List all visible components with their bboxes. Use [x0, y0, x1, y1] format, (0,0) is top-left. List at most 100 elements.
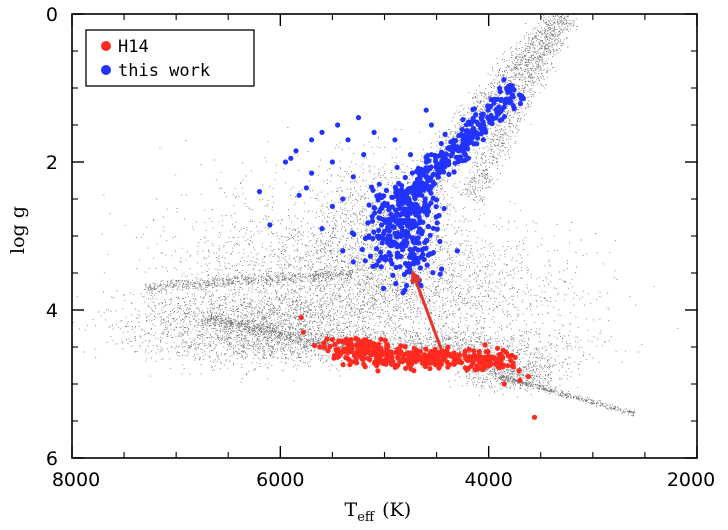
- data-point: [393, 281, 399, 287]
- data-point: [397, 264, 403, 270]
- data-point: [422, 199, 428, 205]
- data-point: [395, 230, 401, 236]
- data-point: [403, 240, 409, 247]
- data-point: [450, 147, 456, 153]
- y-tick-label: 4: [46, 300, 58, 322]
- data-point: [417, 265, 423, 271]
- data-point: [424, 262, 430, 268]
- data-point: [419, 247, 425, 253]
- data-point: [369, 218, 375, 224]
- data-point: [344, 355, 351, 361]
- data-point: [429, 350, 435, 356]
- data-point: [309, 137, 315, 143]
- data-point: [516, 368, 522, 374]
- data-point: [445, 145, 451, 151]
- data-point: [383, 202, 389, 208]
- data-point: [426, 177, 432, 184]
- data-point: [379, 222, 385, 228]
- x-tick-label: 2000: [667, 469, 715, 491]
- data-point: [428, 122, 434, 128]
- series-this-work: [256, 77, 527, 296]
- data-point: [350, 259, 356, 265]
- data-point: [507, 86, 513, 92]
- data-point: [375, 345, 381, 351]
- data-point: [479, 361, 485, 368]
- data-point: [372, 205, 378, 211]
- data-point: [370, 236, 376, 242]
- data-point: [413, 201, 419, 207]
- data-point: [392, 218, 398, 224]
- data-point: [398, 233, 404, 239]
- data-point: [492, 355, 498, 361]
- x-axis-title-main: T: [345, 499, 358, 521]
- data-point: [474, 119, 480, 125]
- data-point: [479, 116, 485, 122]
- data-point: [501, 77, 507, 83]
- data-point: [402, 344, 408, 350]
- data-point: [371, 341, 377, 347]
- data-point: [474, 363, 480, 369]
- data-point: [355, 115, 362, 121]
- data-point: [362, 344, 368, 350]
- data-point: [451, 138, 457, 144]
- series-layer: [256, 77, 538, 420]
- data-point: [387, 352, 393, 358]
- data-point: [418, 166, 424, 172]
- data-point: [385, 238, 391, 244]
- data-point: [409, 170, 415, 176]
- data-point: [438, 358, 445, 364]
- data-point: [340, 362, 346, 368]
- data-point: [359, 246, 365, 253]
- data-point: [351, 231, 357, 237]
- data-point: [405, 200, 411, 206]
- data-point: [414, 168, 420, 174]
- data-point: [369, 213, 375, 220]
- data-point: [340, 196, 346, 202]
- data-point: [333, 347, 339, 353]
- data-point: [430, 250, 436, 256]
- data-point: [430, 270, 436, 276]
- data-point: [385, 225, 391, 231]
- data-point: [362, 351, 368, 357]
- data-point: [496, 364, 502, 370]
- data-point: [476, 358, 483, 364]
- data-point: [386, 358, 392, 364]
- data-point: [324, 336, 330, 342]
- data-point: [412, 245, 418, 251]
- data-point: [434, 226, 440, 232]
- data-point: [454, 248, 460, 254]
- data-point: [453, 154, 459, 160]
- data-point: [386, 250, 392, 256]
- legend-marker-h14: [101, 41, 111, 51]
- data-point: [443, 157, 449, 163]
- data-point: [335, 122, 341, 128]
- data-point: [435, 168, 441, 174]
- data-point: [480, 137, 486, 143]
- data-point: [439, 266, 445, 272]
- data-point: [349, 359, 355, 365]
- data-point: [428, 190, 434, 196]
- data-point: [419, 229, 425, 235]
- data-point: [418, 206, 424, 212]
- data-point: [516, 92, 523, 98]
- data-point: [376, 227, 382, 233]
- data-point: [494, 96, 500, 102]
- data-point: [377, 192, 383, 198]
- data-point: [329, 159, 335, 165]
- data-point: [501, 381, 507, 387]
- data-point: [433, 361, 439, 368]
- data-point: [476, 349, 482, 355]
- x-axis-title-unit: (K): [382, 499, 411, 521]
- data-point: [395, 362, 401, 368]
- data-point: [319, 129, 325, 135]
- data-point: [378, 254, 384, 260]
- data-point: [468, 354, 474, 360]
- data-point: [399, 200, 405, 206]
- data-point: [393, 264, 399, 270]
- legend-label-this-work: this work: [118, 61, 210, 81]
- data-point: [419, 192, 425, 198]
- data-point: [394, 164, 400, 170]
- data-point: [412, 180, 418, 186]
- data-point: [375, 368, 381, 374]
- data-point: [402, 232, 408, 238]
